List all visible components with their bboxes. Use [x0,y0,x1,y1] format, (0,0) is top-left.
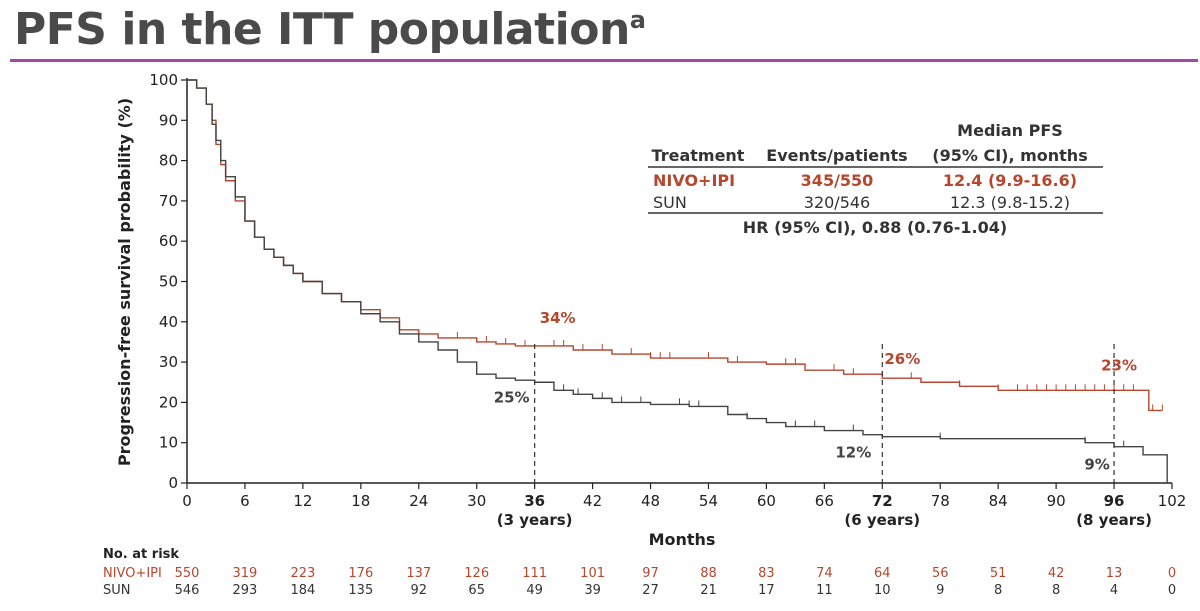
title-superscript: a [629,6,646,34]
risk-value: 9 [936,583,944,598]
table-events: 345/550 [801,171,874,190]
risk-value: 21 [700,583,717,598]
x-tick-label: 90 [1047,492,1066,510]
risk-value: 0 [1168,566,1176,581]
x-tick-label: 66 [815,492,834,510]
survival-annotation: 23% [1101,356,1137,374]
x-tick-label: 84 [989,492,1008,510]
x-tick-label: 96 [1104,492,1125,510]
risk-value: 0 [1168,583,1176,598]
y-tick-label: 30 [159,353,178,371]
risk-value: 42 [1048,566,1065,581]
risk-value: 97 [642,566,659,581]
risk-value: 83 [758,566,775,581]
risk-value: 135 [348,583,373,598]
x-tick-label: 72 [872,492,893,510]
title-text: PFS in the ITT population [14,4,630,55]
risk-value: 74 [816,566,833,581]
table-treatment: SUN [653,193,687,212]
y-tick-label: 10 [159,434,178,452]
x-tick-label: 48 [641,492,660,510]
x-axis-title: Months [649,530,716,549]
risk-value: 101 [580,566,605,581]
y-tick-label: 60 [159,232,178,250]
y-tick-label: 50 [159,273,178,291]
hazard-ratio: HR (95% CI), 0.88 (0.76-1.04) [743,218,1007,237]
risk-value: 126 [464,566,489,581]
risk-value: 39 [584,583,601,598]
y-tick-label: 90 [159,111,178,129]
table-events: 320/546 [804,193,870,212]
table-treatment: NIVO+IPI [653,171,735,190]
survival-annotation: 9% [1084,456,1109,474]
risk-table-label: No. at risk [103,547,179,562]
risk-value: 65 [468,583,485,598]
risk-value: 546 [175,583,200,598]
risk-row-name: NIVO+IPI [103,566,162,581]
risk-value: 64 [874,566,891,581]
risk-value: 49 [526,583,543,598]
y-tick-label: 100 [149,71,178,89]
risk-value: 13 [1106,566,1123,581]
landmark-label: (6 years) [844,511,920,529]
risk-value: 176 [348,566,373,581]
survival-annotation: 12% [835,444,871,462]
risk-value: 8 [994,583,1002,598]
y-tick-label: 40 [159,313,178,331]
risk-value: 56 [932,566,949,581]
stats-table: Median PFS Treatment Events/patients (95% C… [648,121,1103,237]
header-events: Events/patients [766,146,907,165]
risk-value: 10 [874,583,891,598]
series-line-sun [187,79,1168,483]
x-tick-label: 30 [467,492,486,510]
x-tick-label: 42 [583,492,602,510]
header-median-line1: Median PFS [957,121,1063,140]
table-median: 12.4 (9.9-16.6) [943,171,1077,190]
risk-value: 92 [410,583,427,598]
y-tick-label: 20 [159,393,178,411]
x-tick-label: 18 [351,492,370,510]
risk-value: 111 [522,566,547,581]
survival-annotation: 26% [884,350,920,368]
y-tick-label: 70 [159,192,178,210]
survival-annotation: 25% [494,388,530,406]
header-median-line2: (95% CI), months [932,146,1087,165]
y-tick-label: 0 [168,474,178,492]
risk-row-name: SUN [103,583,131,598]
risk-value: 8 [1052,583,1060,598]
table-median: 12.3 (9.8-15.2) [950,193,1070,212]
risk-value: 319 [233,566,258,581]
x-tick-label: 60 [757,492,776,510]
risk-value: 11 [816,583,833,598]
risk-value: 293 [233,583,258,598]
y-tick-label: 80 [159,152,178,170]
risk-value: 88 [700,566,717,581]
risk-value: 51 [990,566,1007,581]
x-tick-label: 24 [409,492,428,510]
x-tick-label: 54 [699,492,718,510]
y-axis-title: Progression-free survival probability (%… [115,98,134,466]
risk-value: 223 [290,566,315,581]
risk-value: 27 [642,583,659,598]
risk-value: 550 [175,566,200,581]
risk-value: 17 [758,583,775,598]
x-tick-label: 0 [182,492,192,510]
x-tick-label: 78 [931,492,950,510]
x-tick-label: 102 [1158,492,1187,510]
x-tick-label: 6 [240,492,250,510]
landmark-label: (8 years) [1076,511,1152,529]
landmark-label: (3 years) [497,511,573,529]
x-tick-label: 12 [293,492,312,510]
x-tick-label: 36 [524,492,545,510]
title-divider [10,59,1198,62]
page-title: PFS in the ITT populationa [14,4,646,55]
risk-value: 4 [1110,583,1118,598]
header-treatment: Treatment [652,146,745,165]
risk-value: 184 [290,583,315,598]
risk-value: 137 [406,566,431,581]
survival-annotation: 34% [540,309,576,327]
